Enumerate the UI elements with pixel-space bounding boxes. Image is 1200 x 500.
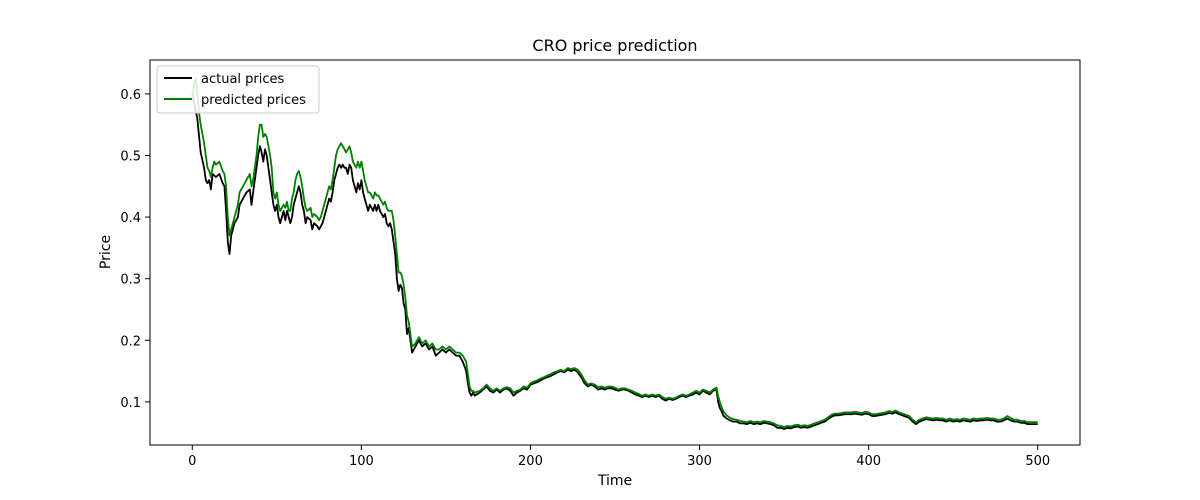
- y-tick-label: 0.6: [120, 88, 141, 103]
- y-axis: 0.1 0.2 0.3 0.4 0.5 0.6: [120, 88, 150, 411]
- y-tick-label: 0.3: [120, 273, 141, 288]
- legend-box: [156, 65, 320, 114]
- y-tick-label: 0.2: [120, 334, 141, 349]
- x-tick-label: 300: [687, 454, 712, 469]
- y-axis-label: Price: [98, 235, 114, 269]
- x-tick-label: 0: [188, 454, 196, 469]
- legend-label-actual: actual prices: [201, 72, 285, 87]
- x-axis: 0 100 200 300 400 500: [188, 445, 1050, 469]
- y-tick-label: 0.5: [120, 149, 141, 164]
- series-lines: [191, 77, 1038, 430]
- y-tick-label: 0.1: [120, 396, 141, 411]
- legend-label-predicted: predicted prices: [201, 93, 306, 108]
- legend: actual prices predicted prices: [156, 65, 320, 114]
- x-axis-label: Time: [597, 473, 632, 489]
- chart-title: CRO price prediction: [532, 36, 697, 55]
- plot-frame: [149, 59, 1081, 446]
- y-tick-label: 0.4: [120, 211, 141, 226]
- x-tick-label: 500: [1025, 454, 1050, 469]
- x-tick-label: 100: [349, 454, 374, 469]
- x-tick-label: 200: [518, 454, 543, 469]
- x-tick-label: 400: [856, 454, 881, 469]
- predicted-prices-line: [191, 77, 1038, 429]
